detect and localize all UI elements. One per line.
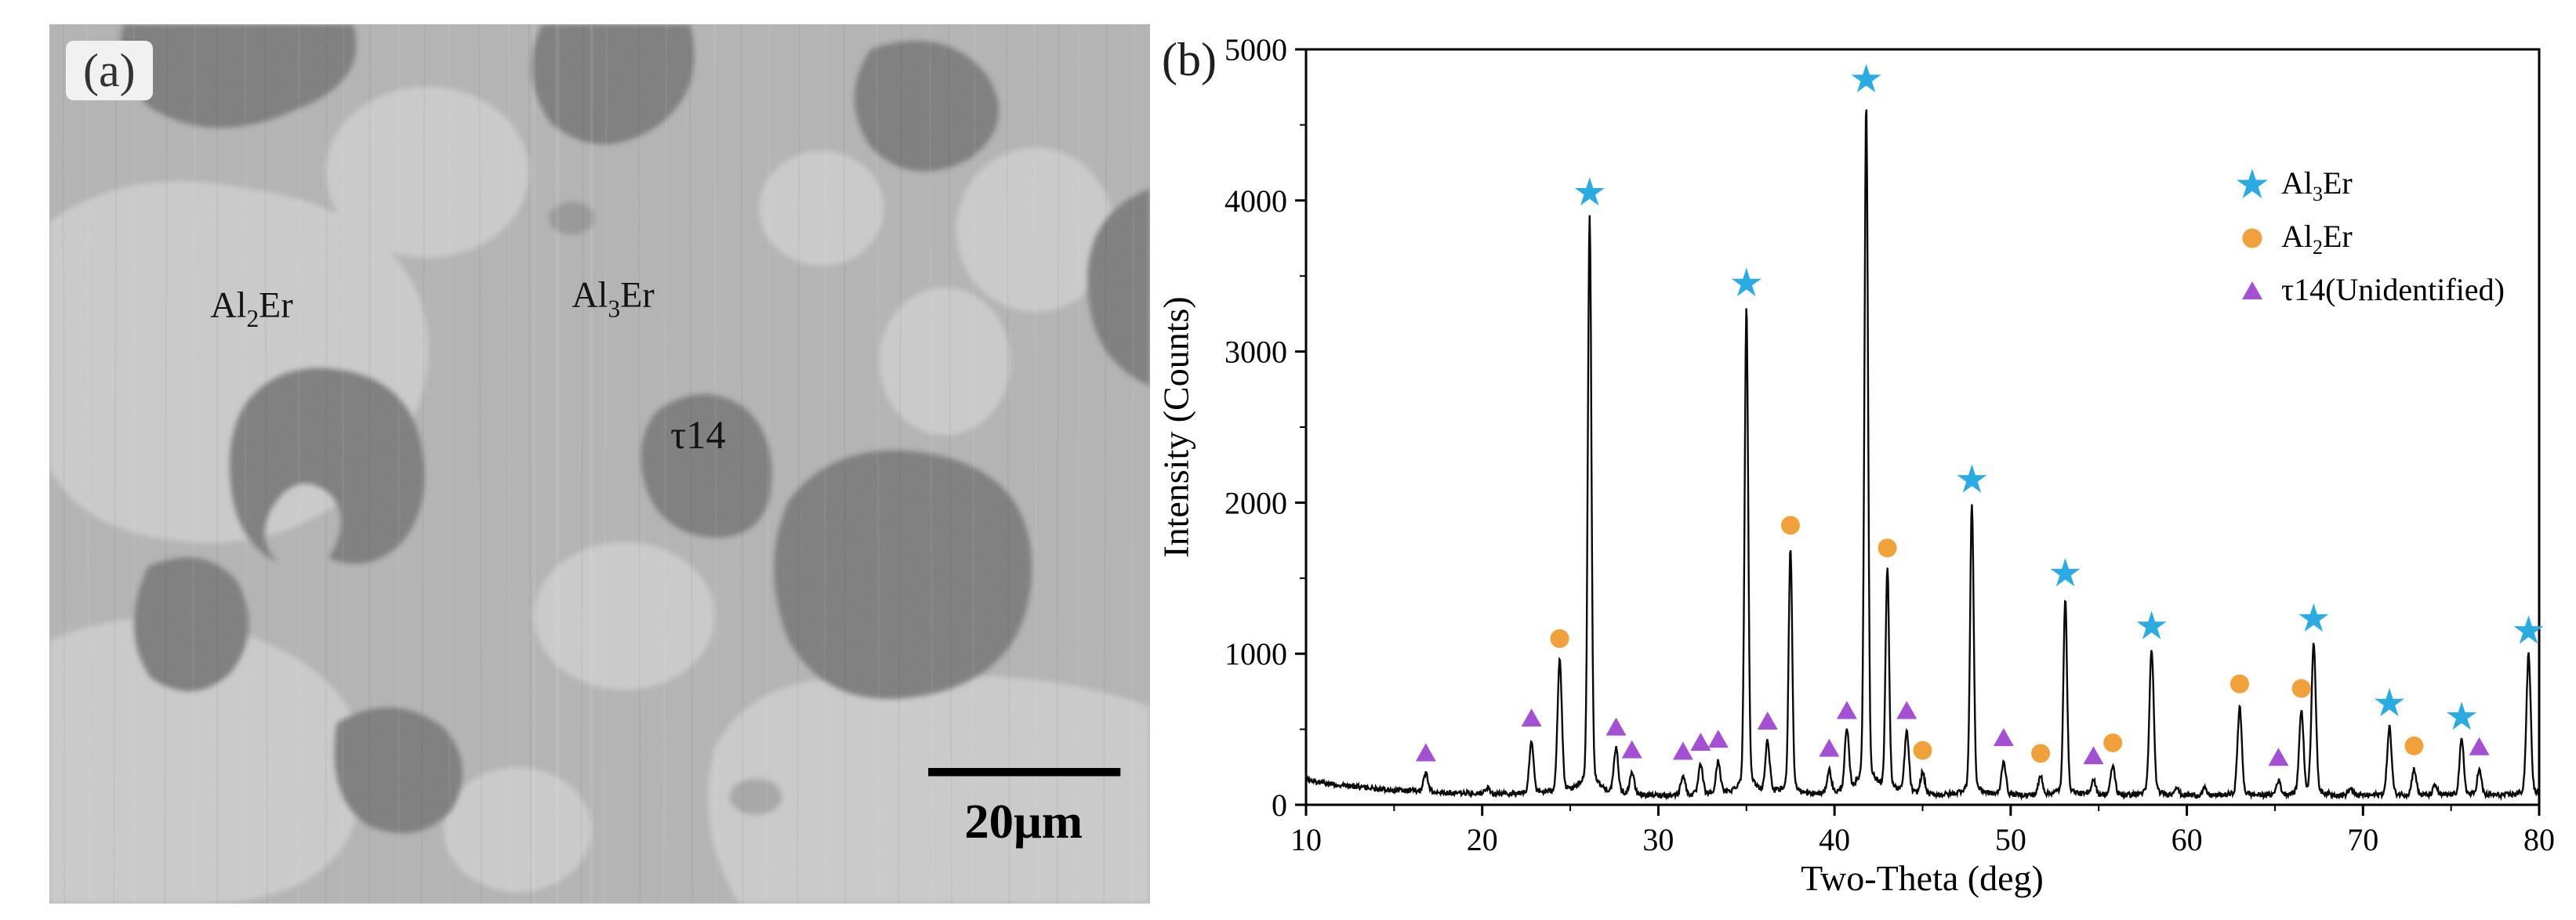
triangle-marker <box>1896 701 1917 719</box>
circle-icon <box>2242 228 2262 248</box>
plot-legend: Al3Er Al2Er τ14(Unidentified) <box>2234 161 2505 316</box>
legend-label: Al3Er <box>2281 165 2353 205</box>
legend-item-tau14: τ14(Unidentified) <box>2234 267 2505 316</box>
triangle-marker <box>1521 708 1542 727</box>
x-tick-label: 30 <box>1642 822 1674 857</box>
x-tick-label: 10 <box>1290 822 1322 857</box>
y-tick-label: 5000 <box>1225 32 1287 67</box>
star-marker <box>1574 177 1605 206</box>
circle-marker <box>1550 628 1569 648</box>
triangle-marker <box>1819 738 1840 757</box>
y-axis-ticks: 0 1000 2000 3000 4000 5000 <box>1225 32 1306 823</box>
x-tick-label: 70 <box>2347 822 2378 857</box>
star-marker <box>1957 464 1987 493</box>
scale-bar-label: 20μm <box>964 794 1083 849</box>
triangle-marker <box>1993 728 2014 747</box>
y-tick-label: 2000 <box>1225 485 1287 520</box>
star-marker <box>2513 615 2544 644</box>
legend-label: τ14(Unidentified) <box>2281 271 2505 307</box>
circle-marker <box>1780 516 1800 535</box>
y-tick-label: 1000 <box>1225 636 1287 672</box>
circle-marker <box>1913 741 1932 760</box>
triangle-icon <box>2242 281 2262 299</box>
y-tick-label: 0 <box>1272 788 1287 823</box>
triangle-marker <box>1605 717 1627 736</box>
star-marker <box>2447 701 2477 730</box>
sem-micrograph-image: Al2Er Al3Er τ14 20μm <box>49 24 1150 904</box>
x-tick-label: 50 <box>1995 822 2026 857</box>
triangle-marker <box>2469 737 2490 755</box>
al3er-phase-label: Al3Er <box>571 275 654 323</box>
x-axis-title: Two-Theta (deg) <box>1801 858 2044 898</box>
triangle-marker <box>1690 732 1711 751</box>
triangle-marker <box>1707 730 1729 748</box>
star-marker <box>1731 267 1761 296</box>
x-tick-label: 40 <box>1819 822 1850 857</box>
circle-marker <box>1878 538 1897 558</box>
x-tick-label: 80 <box>2523 822 2555 857</box>
panel-a-label: (a) <box>66 41 153 100</box>
star-icon <box>2237 168 2268 198</box>
x-axis-ticks: 10 20 30 40 50 60 70 80 <box>1290 805 2555 857</box>
circle-marker <box>2103 733 2123 752</box>
y-axis-title: Intensity (Counts) <box>1156 296 1196 558</box>
triangle-marker <box>1415 743 1436 762</box>
triangle-marker <box>1621 740 1642 759</box>
triangle-marker <box>1836 701 1857 719</box>
image-grain-overlay <box>49 24 1150 904</box>
triangle-marker <box>1672 741 1693 760</box>
legend-item-al2er: Al2Er <box>2234 214 2505 263</box>
star-marker <box>2298 603 2329 632</box>
phase-peak-markers <box>1415 63 2544 766</box>
legend-item-al3er: Al3Er <box>2234 161 2505 209</box>
triangle-marker <box>2268 748 2289 766</box>
x-tick-label: 60 <box>2171 822 2203 857</box>
tau14-phase-label: τ14 <box>670 413 725 457</box>
panel-b-label: (b) <box>1162 34 1217 85</box>
triangle-marker <box>1757 711 1778 730</box>
circle-marker <box>2291 679 2311 698</box>
star-marker <box>2136 610 2167 639</box>
star-marker <box>1851 63 1881 92</box>
circle-marker <box>2031 744 2051 763</box>
star-marker <box>2050 558 2081 587</box>
x-tick-label: 20 <box>1467 822 1498 857</box>
circle-marker <box>2404 736 2424 755</box>
legend-label: Al2Er <box>2281 218 2353 259</box>
triangle-marker <box>2083 746 2104 765</box>
y-tick-label: 3000 <box>1225 335 1287 370</box>
y-tick-label: 4000 <box>1225 183 1287 219</box>
xrd-pattern-curve <box>1304 109 2541 802</box>
al2er-phase-label: Al2Er <box>210 284 292 332</box>
star-marker <box>2375 687 2404 716</box>
circle-marker <box>2230 674 2249 694</box>
xrd-plot: 10 20 30 40 50 60 70 80 0 1000 2000 3000 4000 5000 <box>1225 32 2555 857</box>
